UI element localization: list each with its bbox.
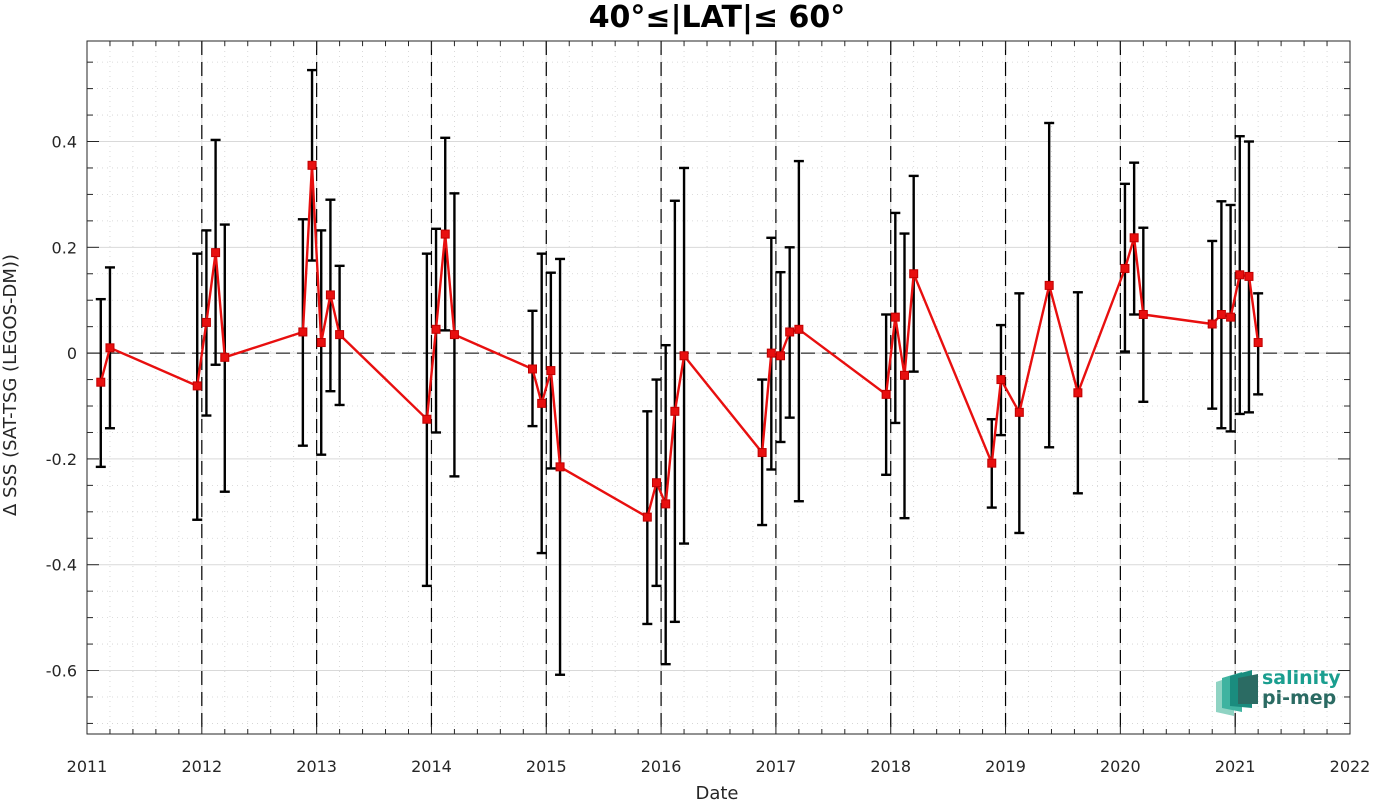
- data-point-marker: [670, 406, 680, 416]
- data-point-marker: [881, 389, 891, 399]
- x-tick-label: 2015: [526, 757, 567, 776]
- data-point-marker: [794, 324, 804, 334]
- x-tick-label: 2018: [870, 757, 911, 776]
- x-tick-label: 2020: [1100, 757, 1141, 776]
- data-point-marker: [890, 312, 900, 322]
- data-point-marker: [996, 375, 1006, 385]
- data-point-marker: [527, 364, 537, 374]
- x-tick-label: 2016: [641, 757, 682, 776]
- data-point-marker: [900, 370, 910, 380]
- series-markers: [96, 160, 1263, 522]
- data-point-marker: [642, 512, 652, 522]
- y-tick-label: -0.2: [46, 450, 77, 469]
- x-tick-label: 2022: [1330, 757, 1371, 776]
- data-point-marker: [679, 351, 689, 361]
- data-point-marker: [335, 330, 345, 340]
- data-point-marker: [298, 327, 308, 337]
- data-point-marker: [431, 324, 441, 334]
- x-tick-labels: 2011 2012 2013 2014 2015 2016 2017 2018 2019 2020…: [67, 757, 1371, 776]
- data-point-marker: [316, 338, 326, 348]
- data-point-marker: [766, 348, 776, 358]
- data-point-marker: [1120, 263, 1130, 273]
- data-point-marker: [307, 160, 317, 170]
- y-tick-label: 0: [67, 344, 77, 363]
- y-tick-labels: 0.4 0.2 0 -0.2 -0.4 -0.6: [46, 133, 77, 681]
- data-point-marker: [987, 458, 997, 468]
- data-point-marker: [1226, 312, 1236, 322]
- x-tick-label: 2011: [67, 757, 108, 776]
- data-point-marker: [422, 414, 432, 424]
- data-point-marker: [537, 398, 547, 408]
- data-point-marker: [1244, 271, 1254, 281]
- logo-line-1: salinity: [1262, 667, 1341, 689]
- data-point-marker: [1073, 388, 1083, 398]
- y-tick-label: -0.6: [46, 662, 77, 681]
- series-line: [99, 164, 1260, 519]
- data-point-marker: [211, 248, 221, 258]
- data-point-marker: [776, 351, 786, 361]
- data-point-marker: [96, 377, 106, 387]
- error-bars: [95, 68, 1264, 676]
- logo-line-2: pi-mep: [1262, 687, 1337, 709]
- salinity-pi-mep-logo: salinity pi-mep: [1212, 668, 1347, 720]
- data-point-marker: [555, 462, 565, 472]
- series-line-path: [99, 164, 1260, 519]
- y-tick-label: -0.4: [46, 556, 77, 575]
- x-tick-label: 2014: [411, 757, 452, 776]
- data-point-marker: [1235, 270, 1245, 280]
- data-point-marker: [440, 229, 450, 239]
- data-point-marker: [201, 317, 211, 327]
- axis-ticks: [86, 41, 1351, 734]
- data-point-marker: [220, 352, 230, 362]
- data-point-marker: [1014, 407, 1024, 417]
- x-tick-label: 2019: [985, 757, 1026, 776]
- data-point-marker: [785, 327, 795, 337]
- data-point-marker: [909, 269, 919, 279]
- data-point-marker: [1129, 233, 1139, 243]
- x-tick-label: 2013: [296, 757, 337, 776]
- data-point-marker: [449, 330, 459, 340]
- y-axis-title: Δ SSS (SAT-TSG (LEGOS-DM)): [0, 254, 21, 516]
- data-point-marker: [1216, 309, 1226, 319]
- chart-title: 40°≤|LAT|≤ 60°: [589, 0, 846, 35]
- x-tick-label: 2017: [756, 757, 797, 776]
- data-point-marker: [651, 478, 661, 488]
- data-point-marker: [757, 448, 767, 458]
- grid: [86, 41, 1351, 734]
- data-point-marker: [192, 381, 202, 391]
- data-point-marker: [1044, 280, 1054, 290]
- data-point-marker: [1207, 319, 1217, 329]
- data-point-marker: [661, 499, 671, 509]
- x-tick-label: 2021: [1215, 757, 1256, 776]
- data-point-marker: [546, 366, 556, 376]
- data-point-marker: [105, 343, 115, 353]
- plot-area: [86, 40, 1351, 735]
- logo-waves-icon: [1216, 670, 1258, 716]
- x-axis-title: Date: [695, 783, 738, 801]
- data-point-marker: [1138, 309, 1148, 319]
- data-point-marker: [325, 290, 335, 300]
- x-tick-label: 2012: [181, 757, 222, 776]
- logo-text: salinity pi-mep: [1262, 668, 1341, 708]
- y-tick-label: 0.2: [52, 238, 77, 257]
- data-point-marker: [1253, 338, 1263, 348]
- y-tick-label: 0.4: [52, 133, 77, 152]
